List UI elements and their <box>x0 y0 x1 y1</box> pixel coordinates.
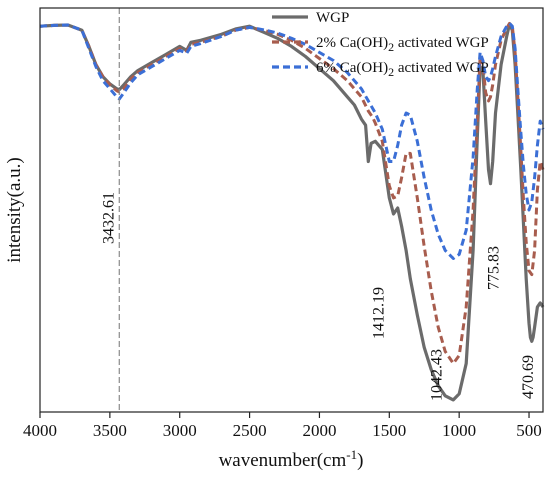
x-tick-label: 4000 <box>23 421 57 440</box>
legend-label-3: 6% Ca(OH)2 activated WGP <box>316 60 489 79</box>
x-tick-label: 3000 <box>163 421 197 440</box>
x-tick-marks: 4000 3500 3000 2500 2000 1500 1000 500 <box>23 412 542 440</box>
x-tick-label: 1500 <box>372 421 406 440</box>
x-tick-label: 500 <box>516 421 542 440</box>
series-line-2 <box>39 21 545 365</box>
peak-label-1412: 1412.19 <box>371 287 388 339</box>
x-tick-label: 3500 <box>93 421 127 440</box>
peak-label-471: 470.69 <box>520 355 537 399</box>
x-axis-label: wavenumber(cm-1) <box>219 447 364 471</box>
x-tick-label: 1000 <box>442 421 476 440</box>
peak-label-776: 775.83 <box>486 246 503 290</box>
x-axis-label-close: ) <box>357 450 363 471</box>
x-axis-label-superscript: -1 <box>346 447 357 462</box>
legend: WGP 2% Ca(OH)2 activated WGP 6% Ca(OH)2 ac… <box>272 10 489 79</box>
y-axis-label: intensity(a.u.) <box>4 157 25 263</box>
series-line-3 <box>39 21 545 260</box>
plot-frame <box>39 7 544 413</box>
series-layer <box>39 21 545 402</box>
peak-label-3432: 3432.61 <box>100 192 117 244</box>
peak-annotations: 3432.61 1412.19 1042.43 775.83 470.69 <box>100 192 537 401</box>
x-tick-label: 2000 <box>302 421 336 440</box>
legend-label-1: WGP <box>316 10 349 26</box>
legend-label-2: 2% Ca(OH)2 activated WGP <box>316 35 489 54</box>
x-tick-label: 2500 <box>233 421 267 440</box>
peak-label-1042: 1042.43 <box>428 349 445 401</box>
axes <box>39 7 544 413</box>
